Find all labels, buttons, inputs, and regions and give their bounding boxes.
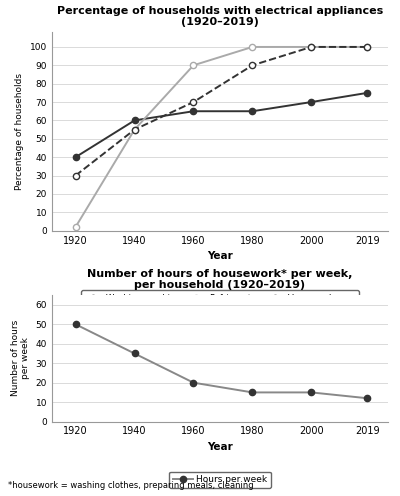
Title: Number of hours of housework* per week,
per household (1920–2019): Number of hours of housework* per week, …: [87, 268, 353, 290]
Y-axis label: Percentage of households: Percentage of households: [15, 73, 24, 190]
Y-axis label: Number of hours
per week: Number of hours per week: [11, 320, 30, 396]
Title: Percentage of households with electrical appliances
(1920–2019): Percentage of households with electrical…: [57, 5, 383, 27]
X-axis label: Year: Year: [207, 442, 233, 452]
Text: *housework = washing clothes, preparing meals, cleaning: *housework = washing clothes, preparing …: [8, 481, 254, 490]
Legend: Hours per week: Hours per week: [169, 472, 271, 488]
Legend: Washing machine, Refrigerator, Vacuum cleaner: Washing machine, Refrigerator, Vacuum cl…: [81, 290, 359, 306]
X-axis label: Year: Year: [207, 251, 233, 261]
